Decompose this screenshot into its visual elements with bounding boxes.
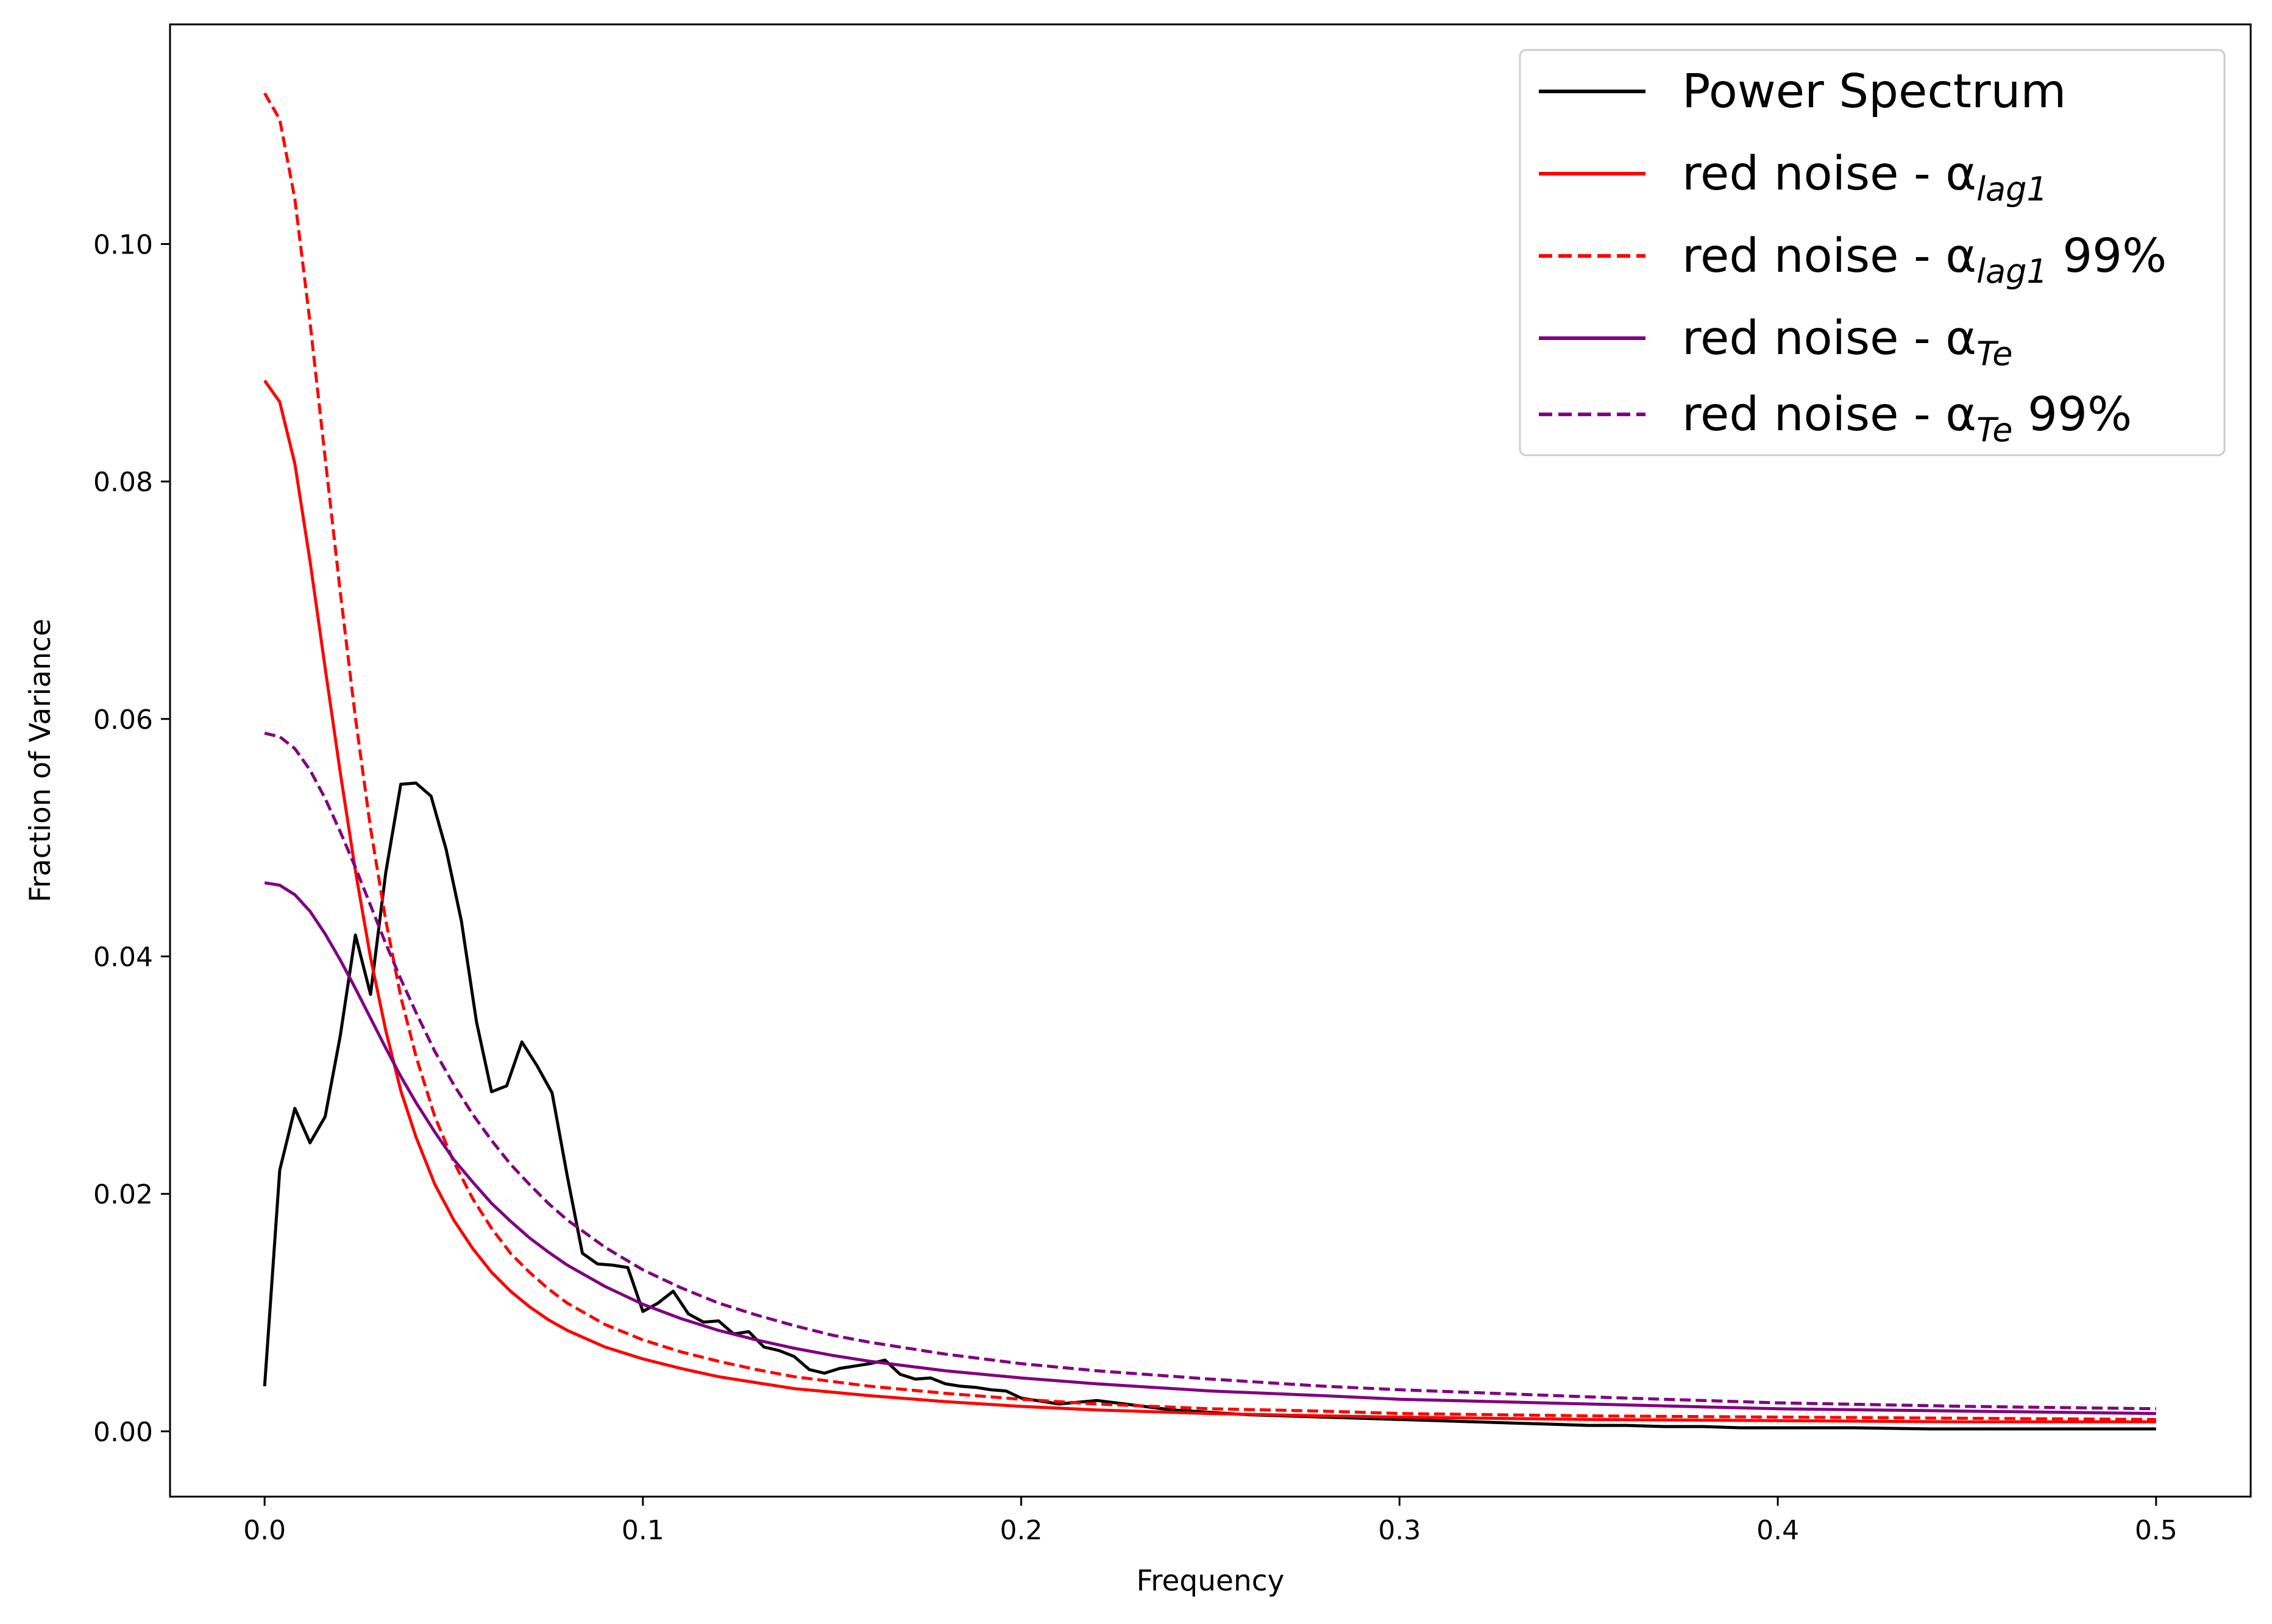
x-tick-label: 0.1 bbox=[622, 1515, 664, 1546]
series-line-2 bbox=[263, 92, 2156, 1421]
y-tick-label: 0.10 bbox=[93, 229, 153, 260]
x-axis-label: Frequency bbox=[1137, 1564, 1285, 1598]
legend-box bbox=[1519, 49, 2226, 456]
y-tick-label: 0.00 bbox=[93, 1417, 153, 1448]
series-line-0 bbox=[263, 781, 2156, 1431]
y-tick-label: 0.04 bbox=[93, 941, 153, 973]
y-axis-label: Fraction of Variance bbox=[24, 619, 57, 902]
legend-label-3: red noise - αTe bbox=[1682, 311, 2013, 373]
x-tick-label: 0.4 bbox=[1756, 1515, 1799, 1546]
y-axis: 0.00 0.02 0.04 0.06 0.08 0.10 bbox=[93, 229, 170, 1448]
x-axis: 0.0 0.1 0.2 0.3 0.4 0.5 bbox=[243, 1497, 2178, 1546]
x-tick-label: 0.3 bbox=[1378, 1515, 1421, 1546]
x-tick-label: 0.5 bbox=[2135, 1515, 2178, 1546]
legend-label-1: red noise - αlag1 bbox=[1682, 147, 2048, 208]
y-tick-label: 0.08 bbox=[93, 467, 153, 498]
series-line-1 bbox=[263, 380, 2156, 1424]
series-layer bbox=[263, 92, 2156, 1431]
series-line-4 bbox=[264, 731, 2156, 1411]
y-tick-label: 0.06 bbox=[93, 704, 153, 736]
x-tick-label: 0.0 bbox=[243, 1515, 286, 1546]
plot-frame bbox=[169, 23, 2252, 1498]
x-tick-label: 0.2 bbox=[1000, 1515, 1043, 1546]
legend: Power Spectrum red noise - αlag1 red noise… bbox=[1519, 49, 2226, 456]
legend-label-0: Power Spectrum bbox=[1682, 65, 2066, 119]
legend-label-4: red noise - αTe 99% bbox=[1682, 388, 2132, 449]
legend-label-2: red noise - αlag1 99% bbox=[1682, 229, 2167, 291]
series-line-3 bbox=[264, 881, 2156, 1416]
y-tick-label: 0.02 bbox=[93, 1179, 153, 1210]
